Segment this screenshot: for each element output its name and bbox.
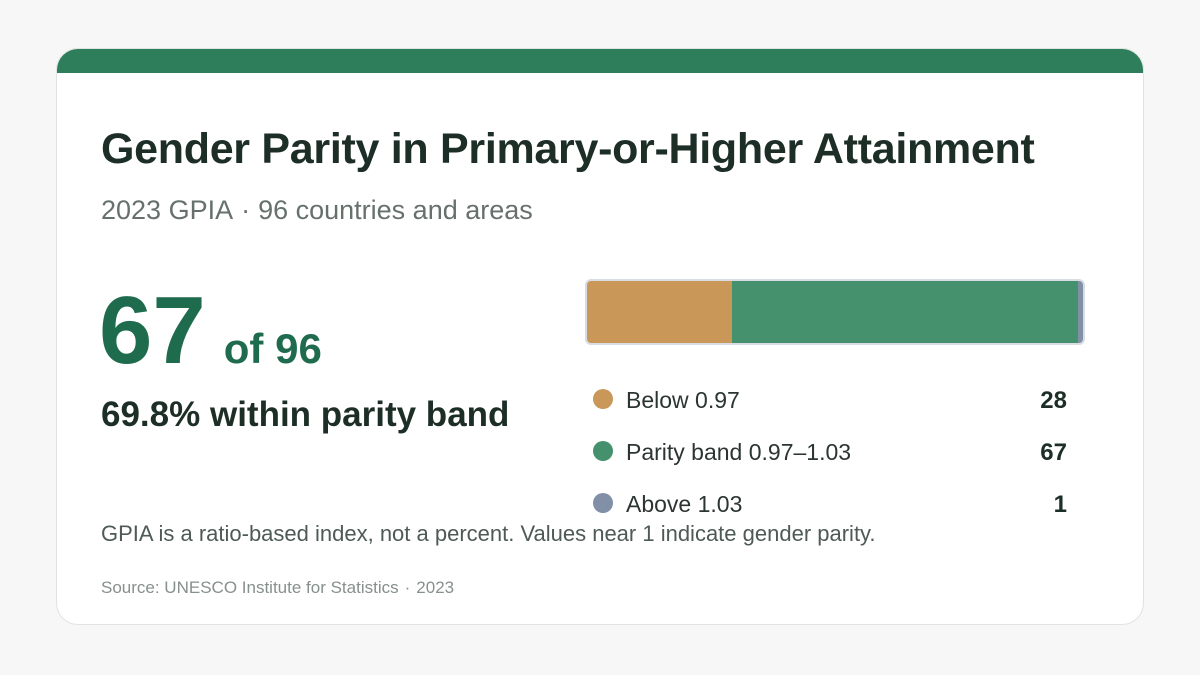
stacked-bar <box>585 279 1085 345</box>
legend-label: Below 0.97 <box>626 387 740 413</box>
legend-swatch <box>593 389 613 409</box>
legend-label: Above 1.03 <box>626 491 743 517</box>
headline-number: 67 <box>99 277 206 384</box>
legend-count: 67 <box>1040 439 1067 466</box>
legend-label: Parity band 0.97–1.03 <box>626 439 852 465</box>
accent-bar <box>57 49 1143 73</box>
legend-swatch <box>593 493 613 513</box>
source-year: 2023 <box>416 578 455 597</box>
legend-swatch <box>593 441 613 461</box>
source-line: Source: UNESCO Institute for Statistics ·… <box>101 578 454 598</box>
bar-segment-1 <box>587 281 732 343</box>
legend-item: Below 0.97 28 <box>591 385 1067 437</box>
chart-subtitle: 2023 GPIA · 96 countries and areas <box>101 195 533 226</box>
legend-count: 28 <box>1040 387 1067 414</box>
subtitle-separator: · <box>241 195 251 225</box>
bar-segment-2 <box>731 281 1078 343</box>
subtitle-scope: 96 countries and areas <box>258 195 533 225</box>
footnote: GPIA is a ratio-based index, not a perce… <box>101 521 876 546</box>
headline-stat: 67 of 96 <box>99 283 322 379</box>
headline-total: of 96 <box>223 325 322 372</box>
legend: Below 0.97 28 Parity band 0.97–1.03 67 Above… <box>591 385 1067 541</box>
source-separator: · <box>404 578 411 597</box>
bar-segment-3 <box>1077 281 1083 343</box>
subtitle-year: 2023 GPIA <box>101 195 234 225</box>
legend-item: Above 1.03 1 <box>591 489 1067 541</box>
legend-item: Parity band 0.97–1.03 67 <box>591 437 1067 489</box>
chart-title: Gender Parity in Primary-or-Higher Attai… <box>101 125 1035 173</box>
legend-count: 1 <box>1053 491 1067 518</box>
percent-within-band: 69.8% within parity band <box>101 395 510 434</box>
source-text: Source: UNESCO Institute for Statistics <box>101 578 399 597</box>
summary-card: Gender Parity in Primary-or-Higher Attai… <box>56 48 1144 625</box>
